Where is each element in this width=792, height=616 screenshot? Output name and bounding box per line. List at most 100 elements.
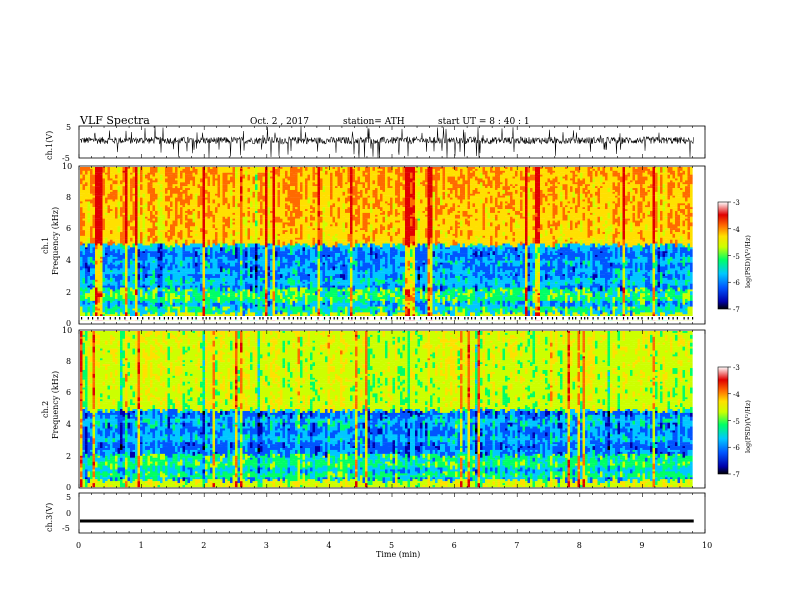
spectrogram-cell xyxy=(245,209,248,211)
spectrogram-cell xyxy=(233,310,236,312)
spectrogram-cell xyxy=(145,303,148,307)
spectrogram-cell xyxy=(320,280,323,286)
spectrogram-cell xyxy=(215,182,218,188)
spectrogram-cell xyxy=(225,274,228,276)
spectrogram-cell xyxy=(130,310,133,316)
spectrogram-cell xyxy=(110,213,113,219)
spectrogram-cell xyxy=(328,307,331,309)
spectrogram-cell xyxy=(280,270,283,272)
spectrogram-cell xyxy=(245,251,248,257)
spectrogram-cell xyxy=(355,259,358,261)
spectrogram-cell xyxy=(125,297,128,299)
spectrogram-cell xyxy=(368,167,371,173)
spectrogram-cell xyxy=(195,286,198,288)
spectrogram-cell xyxy=(188,169,191,175)
spectrogram-cell xyxy=(165,310,168,312)
spectrogram-cell xyxy=(360,182,363,184)
spectrogram-cell xyxy=(263,299,266,305)
spectrogram-cell xyxy=(288,217,291,221)
spectrogram-cell xyxy=(195,188,198,194)
spectrogram-cell xyxy=(335,167,338,171)
spectrogram-cell xyxy=(140,236,143,242)
spectrogram-cell xyxy=(165,305,168,311)
spectrogram-cell xyxy=(118,203,121,209)
spectrogram-cell xyxy=(278,201,281,205)
spectrogram-cell xyxy=(368,201,371,203)
spectrogram-cell xyxy=(253,205,256,207)
spectrogram-cell xyxy=(178,222,181,226)
spectrogram-cell xyxy=(85,221,88,225)
spectrogram-cell xyxy=(380,211,383,213)
spectrogram-cell xyxy=(143,301,146,307)
spectrogram-cell xyxy=(138,312,141,316)
spectrogram-cell xyxy=(175,186,178,190)
spectrogram-cell xyxy=(270,293,273,299)
spectrogram-cell xyxy=(373,219,376,225)
spectrogram-cell xyxy=(220,178,223,184)
spectrogram-cell xyxy=(330,249,333,251)
spectrogram-cell xyxy=(380,200,383,202)
spectrogram-cell xyxy=(135,213,138,215)
spectrogram-cell xyxy=(110,184,113,190)
spectrogram-cell xyxy=(193,234,196,238)
spectrogram-cell xyxy=(313,245,316,247)
spectrogram-cell xyxy=(108,287,111,291)
spectrogram-cell xyxy=(165,278,168,282)
spectrogram-cell xyxy=(330,219,333,221)
spectrogram-cell xyxy=(95,186,98,190)
spectrogram-cell xyxy=(148,274,151,276)
spectrogram-cell xyxy=(348,305,351,311)
spectrogram-cell xyxy=(368,299,371,301)
spectrogram-cell xyxy=(193,230,196,234)
spectrogram-cell xyxy=(315,295,318,299)
spectrogram-cell xyxy=(140,268,143,272)
spectrogram-cell xyxy=(318,217,321,219)
spectrogram-cell xyxy=(298,295,301,297)
spectrogram-cell xyxy=(198,167,201,173)
spectrogram-cell xyxy=(303,286,306,288)
spectrogram-cell xyxy=(200,217,203,221)
spectrogram-cell xyxy=(280,251,283,253)
spectrogram-cell xyxy=(195,257,198,263)
spectrogram-cell xyxy=(198,312,201,314)
spectrogram-cell xyxy=(168,289,171,291)
spectrogram-cell xyxy=(180,177,183,179)
spectrogram-cell xyxy=(235,293,238,297)
spectrogram-cell xyxy=(265,255,268,259)
spectrogram-cell xyxy=(138,232,141,238)
spectrogram-cell xyxy=(170,167,173,173)
spectrogram-cell xyxy=(258,291,261,297)
spectrogram-cell xyxy=(118,255,121,261)
spectrogram-cell xyxy=(378,186,381,188)
spectrogram-cell xyxy=(250,278,253,284)
spectrogram-cell xyxy=(343,211,346,215)
spectrogram-cell xyxy=(93,184,96,186)
spectrogram-cell xyxy=(288,287,291,289)
spectrogram-cell xyxy=(150,178,153,184)
spectrogram-cell xyxy=(228,274,231,276)
spectrogram-cell xyxy=(343,266,346,270)
spectrogram-cell xyxy=(135,207,138,213)
spectrogram-cell xyxy=(273,265,276,271)
spectrogram-cell xyxy=(218,178,221,180)
spectrogram-cell xyxy=(335,309,338,311)
spectrogram-cell xyxy=(363,257,366,259)
spectrogram-cell xyxy=(145,167,148,169)
spectrogram-cell xyxy=(318,234,321,240)
spectrogram-cell xyxy=(225,211,228,215)
spectrogram-cell xyxy=(283,263,286,269)
spectrogram-cell xyxy=(270,177,273,179)
spectrogram-cell xyxy=(340,178,343,182)
spectrogram-cell xyxy=(218,186,221,192)
spectrogram-cell xyxy=(363,213,366,215)
spectrogram-cell xyxy=(213,245,216,251)
spectrogram-cell xyxy=(178,287,181,291)
spectrogram-cell xyxy=(83,310,86,312)
spectrogram-cell xyxy=(133,211,136,215)
spectrogram-cell xyxy=(320,188,323,190)
spectrogram-cell xyxy=(310,249,313,253)
spectrogram-cell xyxy=(320,272,323,276)
spectrogram-cell xyxy=(298,232,301,238)
spectrogram-cell xyxy=(348,178,351,182)
spectrogram-cell xyxy=(345,169,348,171)
